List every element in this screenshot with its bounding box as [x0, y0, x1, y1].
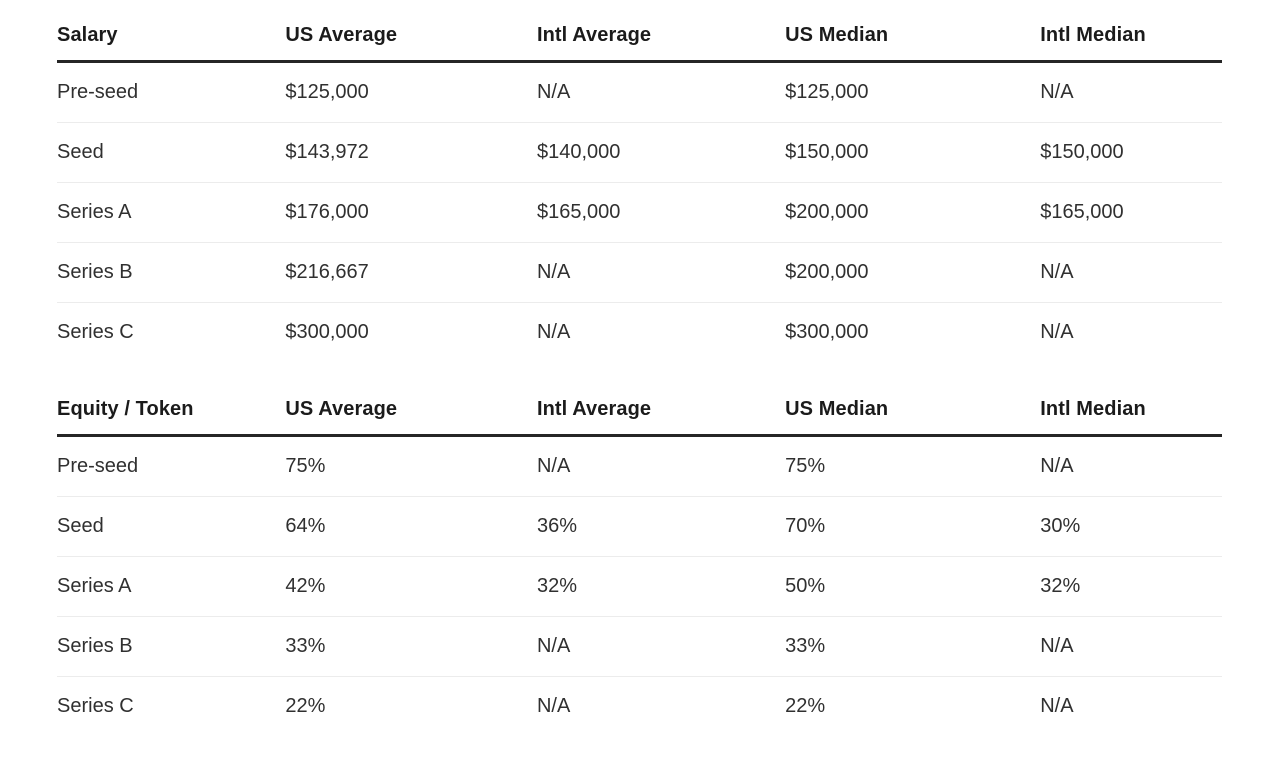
cell-us-median: 70%: [785, 496, 1041, 557]
cell-intl-median: 32%: [1040, 556, 1222, 617]
column-header-intl-median: Intl Median: [1040, 384, 1222, 437]
cell-intl-median: N/A: [1040, 616, 1222, 677]
row-label: Series C: [57, 302, 286, 362]
cell-us-median: 75%: [785, 455, 826, 477]
cell-us-average: 64%: [285, 496, 537, 557]
row-label: Pre-seed: [57, 81, 139, 103]
equity-token-table-section: Equity / Token US Average Intl Average U…: [57, 384, 1222, 736]
cell-intl-median: $150,000: [1040, 122, 1222, 183]
salary-table-header: Salary US Average Intl Average US Median…: [57, 10, 1222, 63]
cell-us-average: $176,000: [285, 182, 537, 243]
salary-table-section: Salary US Average Intl Average US Median…: [57, 10, 1222, 362]
salary-table-body: Pre-seed $125,000 N/A $125,000 N/A Seed …: [57, 62, 1222, 362]
column-header-us-median: US Median: [785, 10, 1041, 63]
row-label: Seed: [57, 122, 286, 183]
column-header-equity-token: Equity / Token: [57, 384, 286, 437]
cell-intl-average: N/A: [536, 302, 786, 362]
column-header-us-average: US Average: [285, 10, 537, 63]
table-row: Seed 64% 36% 70% 30%: [57, 496, 1222, 557]
cell-us-median: $200,000: [785, 182, 1041, 243]
table-row: Series C $300,000 N/A $300,000 N/A: [57, 302, 1222, 362]
cell-intl-average: 32%: [536, 556, 786, 617]
cell-intl-average: $165,000: [536, 182, 786, 243]
row-label: Series B: [57, 616, 286, 677]
cell-intl-median: N/A: [1040, 455, 1074, 477]
row-label: Series B: [57, 242, 286, 303]
cell-us-average: $216,667: [285, 242, 537, 303]
cell-intl-average: $140,000: [536, 122, 786, 183]
cell-us-median: 33%: [785, 616, 1041, 677]
cell-us-average: 33%: [285, 616, 537, 677]
cell-us-median: $125,000: [785, 81, 869, 103]
cell-intl-average: N/A: [536, 455, 571, 477]
header-row: Salary US Average Intl Average US Median…: [57, 10, 1222, 63]
column-header-salary: Salary: [57, 10, 286, 63]
cell-intl-median: N/A: [1040, 302, 1222, 362]
table-row: Series B $216,667 N/A $200,000 N/A: [57, 242, 1222, 303]
cell-us-average: $143,972: [285, 122, 537, 183]
header-row: Equity / Token US Average Intl Average U…: [57, 384, 1222, 437]
table-row: Seed $143,972 $140,000 $150,000 $150,000: [57, 122, 1222, 183]
cell-intl-average: N/A: [536, 242, 786, 303]
cell-intl-median: $165,000: [1040, 182, 1222, 243]
row-label: Seed: [57, 496, 286, 557]
column-header-us-median: US Median: [785, 384, 1041, 437]
column-header-us-average: US Average: [285, 384, 537, 437]
row-label: Series C: [57, 676, 286, 736]
table-row: Series C 22% N/A 22% N/A: [57, 676, 1222, 736]
cell-intl-median: 30%: [1040, 496, 1222, 557]
cell-intl-median: N/A: [1040, 81, 1074, 103]
cell-us-median: 22%: [785, 676, 1041, 736]
cell-intl-median: N/A: [1040, 242, 1222, 303]
equity-token-table: Equity / Token US Average Intl Average U…: [57, 384, 1222, 736]
table-row: Pre-seed $125,000 N/A $125,000 N/A: [57, 62, 1222, 123]
cell-intl-median: N/A: [1040, 676, 1222, 736]
cell-intl-average: N/A: [536, 616, 786, 677]
row-label: Series A: [57, 556, 286, 617]
cell-us-median: $300,000: [785, 302, 1041, 362]
cell-intl-average: N/A: [536, 81, 571, 103]
table-row: Series A 42% 32% 50% 32%: [57, 556, 1222, 617]
equity-token-table-body: Pre-seed 75% N/A 75% N/A Seed 64% 36% 70…: [57, 436, 1222, 736]
row-label: Series A: [57, 182, 286, 243]
row-label: Pre-seed: [57, 455, 139, 477]
column-header-intl-median: Intl Median: [1040, 10, 1222, 63]
cell-us-average: $125,000: [285, 81, 369, 103]
cell-us-average: 42%: [285, 556, 537, 617]
cell-intl-average: N/A: [536, 676, 786, 736]
table-row: Pre-seed 75% N/A 75% N/A: [57, 436, 1222, 497]
cell-intl-average: 36%: [536, 496, 786, 557]
cell-us-average: 75%: [285, 455, 326, 477]
column-header-intl-average: Intl Average: [536, 10, 786, 63]
cell-us-median: $200,000: [785, 242, 1041, 303]
cell-us-median: 50%: [785, 556, 1041, 617]
table-row: Series A $176,000 $165,000 $200,000 $165…: [57, 182, 1222, 243]
table-row: Series B 33% N/A 33% N/A: [57, 616, 1222, 677]
salary-table: Salary US Average Intl Average US Median…: [57, 10, 1222, 362]
cell-us-average: 22%: [285, 676, 537, 736]
cell-us-median: $150,000: [785, 122, 1041, 183]
column-header-intl-average: Intl Average: [536, 384, 786, 437]
equity-token-table-header: Equity / Token US Average Intl Average U…: [57, 384, 1222, 437]
cell-us-average: $300,000: [285, 302, 537, 362]
